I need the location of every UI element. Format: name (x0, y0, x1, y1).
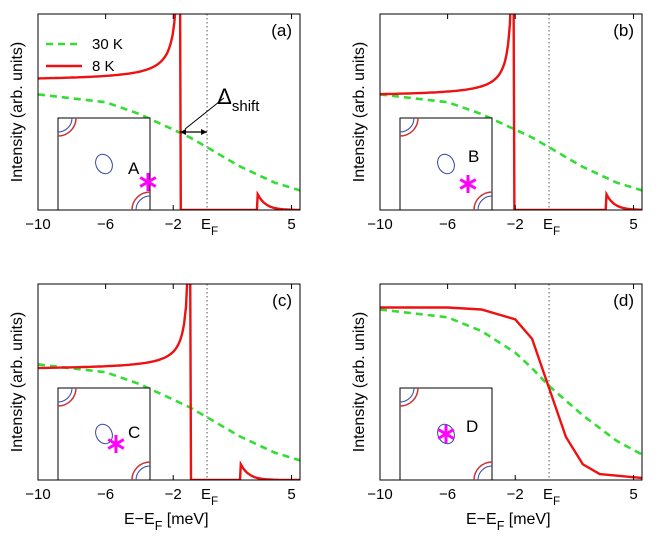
inset-point-label: B (468, 147, 479, 166)
inset-frame (399, 117, 493, 211)
panel-d: −10 −6 −2 5 EF (d) D Intensity (arb. units) E−EF… (351, 283, 643, 533)
inset: D (399, 387, 493, 481)
x-tick-label: −10 (367, 216, 392, 233)
inset-orbit-bottomright (131, 461, 151, 481)
legend-entry-label: 30 K (92, 36, 123, 53)
inset: A (57, 117, 157, 211)
star-stroke (437, 428, 455, 440)
inset-orbit-bottomright (131, 191, 151, 211)
inset-point-label: D (466, 417, 478, 436)
panel-label: (a) (271, 21, 292, 40)
inset-point-label: C (128, 423, 140, 442)
axes-frame (37, 283, 301, 481)
delta-arrowhead-left (179, 129, 186, 135)
panel-label: (c) (272, 291, 292, 310)
inset-pocket (437, 153, 455, 175)
series-30k-line (38, 93, 300, 192)
inset-orbit-bottomright (473, 191, 493, 211)
inset-frame (57, 387, 151, 481)
x-tick-label: −2 (507, 216, 524, 233)
x-axis-label: E−EF [meV] (124, 511, 209, 533)
axes-frame (379, 283, 643, 481)
y-axis-label: Intensity (arb. units) (351, 312, 368, 453)
x-tick-label: −2 (165, 486, 182, 503)
delta-pointer (184, 97, 225, 130)
inset-frame (57, 117, 151, 211)
series-8k-line (380, 14, 642, 210)
ef-tick-label: EF (543, 216, 560, 238)
y-axis-label: Intensity (arb. units) (9, 42, 26, 183)
star-stroke (459, 178, 477, 190)
inset-orbit-topleft (57, 117, 77, 137)
inset-marker-star (459, 175, 477, 193)
series-8k-line (38, 14, 300, 210)
inset-orbit-topleft-inner (57, 387, 73, 403)
inset-point-label: A (128, 159, 140, 178)
x-axis-label: E−EF [meV] (466, 511, 551, 533)
x-tick-label: −2 (507, 486, 524, 503)
panel-b: −10 −6 −2 5 EF (b) B Intensity (arb. units) (351, 13, 643, 238)
plot-area (380, 306, 642, 480)
ef-tick-label: EF (201, 486, 218, 508)
x-tick-label: −6 (97, 486, 114, 503)
ef-tick-label: EF (201, 216, 218, 238)
inset-pocket (95, 153, 113, 175)
x-tick-label: −2 (165, 216, 182, 233)
inset-orbit-bottomright-inner (477, 195, 493, 211)
inset-orbit-topleft-inner (399, 117, 415, 133)
x-tick-label: −10 (25, 486, 50, 503)
inset-marker-star (107, 435, 125, 453)
plot-area (38, 284, 300, 480)
x-tick-label: 5 (287, 216, 295, 233)
inset: B (399, 117, 493, 211)
inset-orbit-bottomright-inner (477, 465, 493, 481)
inset-orbit-bottomright-inner (135, 195, 151, 211)
panel-a: −10 −6 −2 5 EF (a) A Intensity (arb. units) (9, 13, 301, 238)
x-tick-label: −10 (25, 216, 50, 233)
delta-arrowhead-right (201, 129, 208, 135)
inset-orbit-bottomright (473, 461, 493, 481)
legend: 30 K 8 K (46, 36, 123, 75)
inset-pocket (95, 423, 113, 445)
star-stroke (107, 438, 125, 450)
inset-orbit-topleft (399, 387, 419, 407)
y-axis-label: Intensity (arb. units) (9, 312, 26, 453)
series-30k-line (380, 308, 642, 456)
inset-marker-star (139, 173, 157, 191)
inset-orbit-topleft-inner (399, 387, 415, 403)
series-8k-line (380, 306, 642, 480)
x-tick-label: −6 (97, 216, 114, 233)
axes-frame (379, 13, 643, 211)
x-tick-label: −6 (439, 486, 456, 503)
delta-label: Δshift (217, 84, 260, 115)
x-tick-label: −10 (367, 486, 392, 503)
axes-frame (37, 13, 301, 211)
panel-label: (b) (613, 21, 634, 40)
inset: C (57, 387, 151, 481)
star-stroke (139, 176, 157, 188)
x-tick-label: 5 (629, 486, 637, 503)
panel-c: −10 −6 −2 5 EF (c) C Intensity (arb. units) E−EF… (9, 283, 301, 533)
series-8k-line (38, 284, 300, 480)
plot-area (380, 14, 642, 210)
legend-entry-label: 8 K (92, 58, 115, 75)
y-axis-label: Intensity (arb. units) (351, 42, 368, 183)
panel-label: (d) (613, 291, 634, 310)
inset-marker-star (437, 425, 455, 443)
inset-orbit-bottomright-inner (135, 465, 151, 481)
x-tick-label: −6 (439, 216, 456, 233)
ef-tick-label: EF (543, 486, 560, 508)
delta-shift-annotation: Δshift (179, 84, 260, 135)
inset-orbit-topleft (57, 387, 77, 407)
x-tick-label: 5 (629, 216, 637, 233)
plot-area (38, 14, 300, 210)
inset-orbit-topleft (399, 117, 419, 137)
series-30k-line (380, 93, 642, 192)
x-tick-label: 5 (287, 486, 295, 503)
inset-orbit-topleft-inner (57, 117, 73, 133)
